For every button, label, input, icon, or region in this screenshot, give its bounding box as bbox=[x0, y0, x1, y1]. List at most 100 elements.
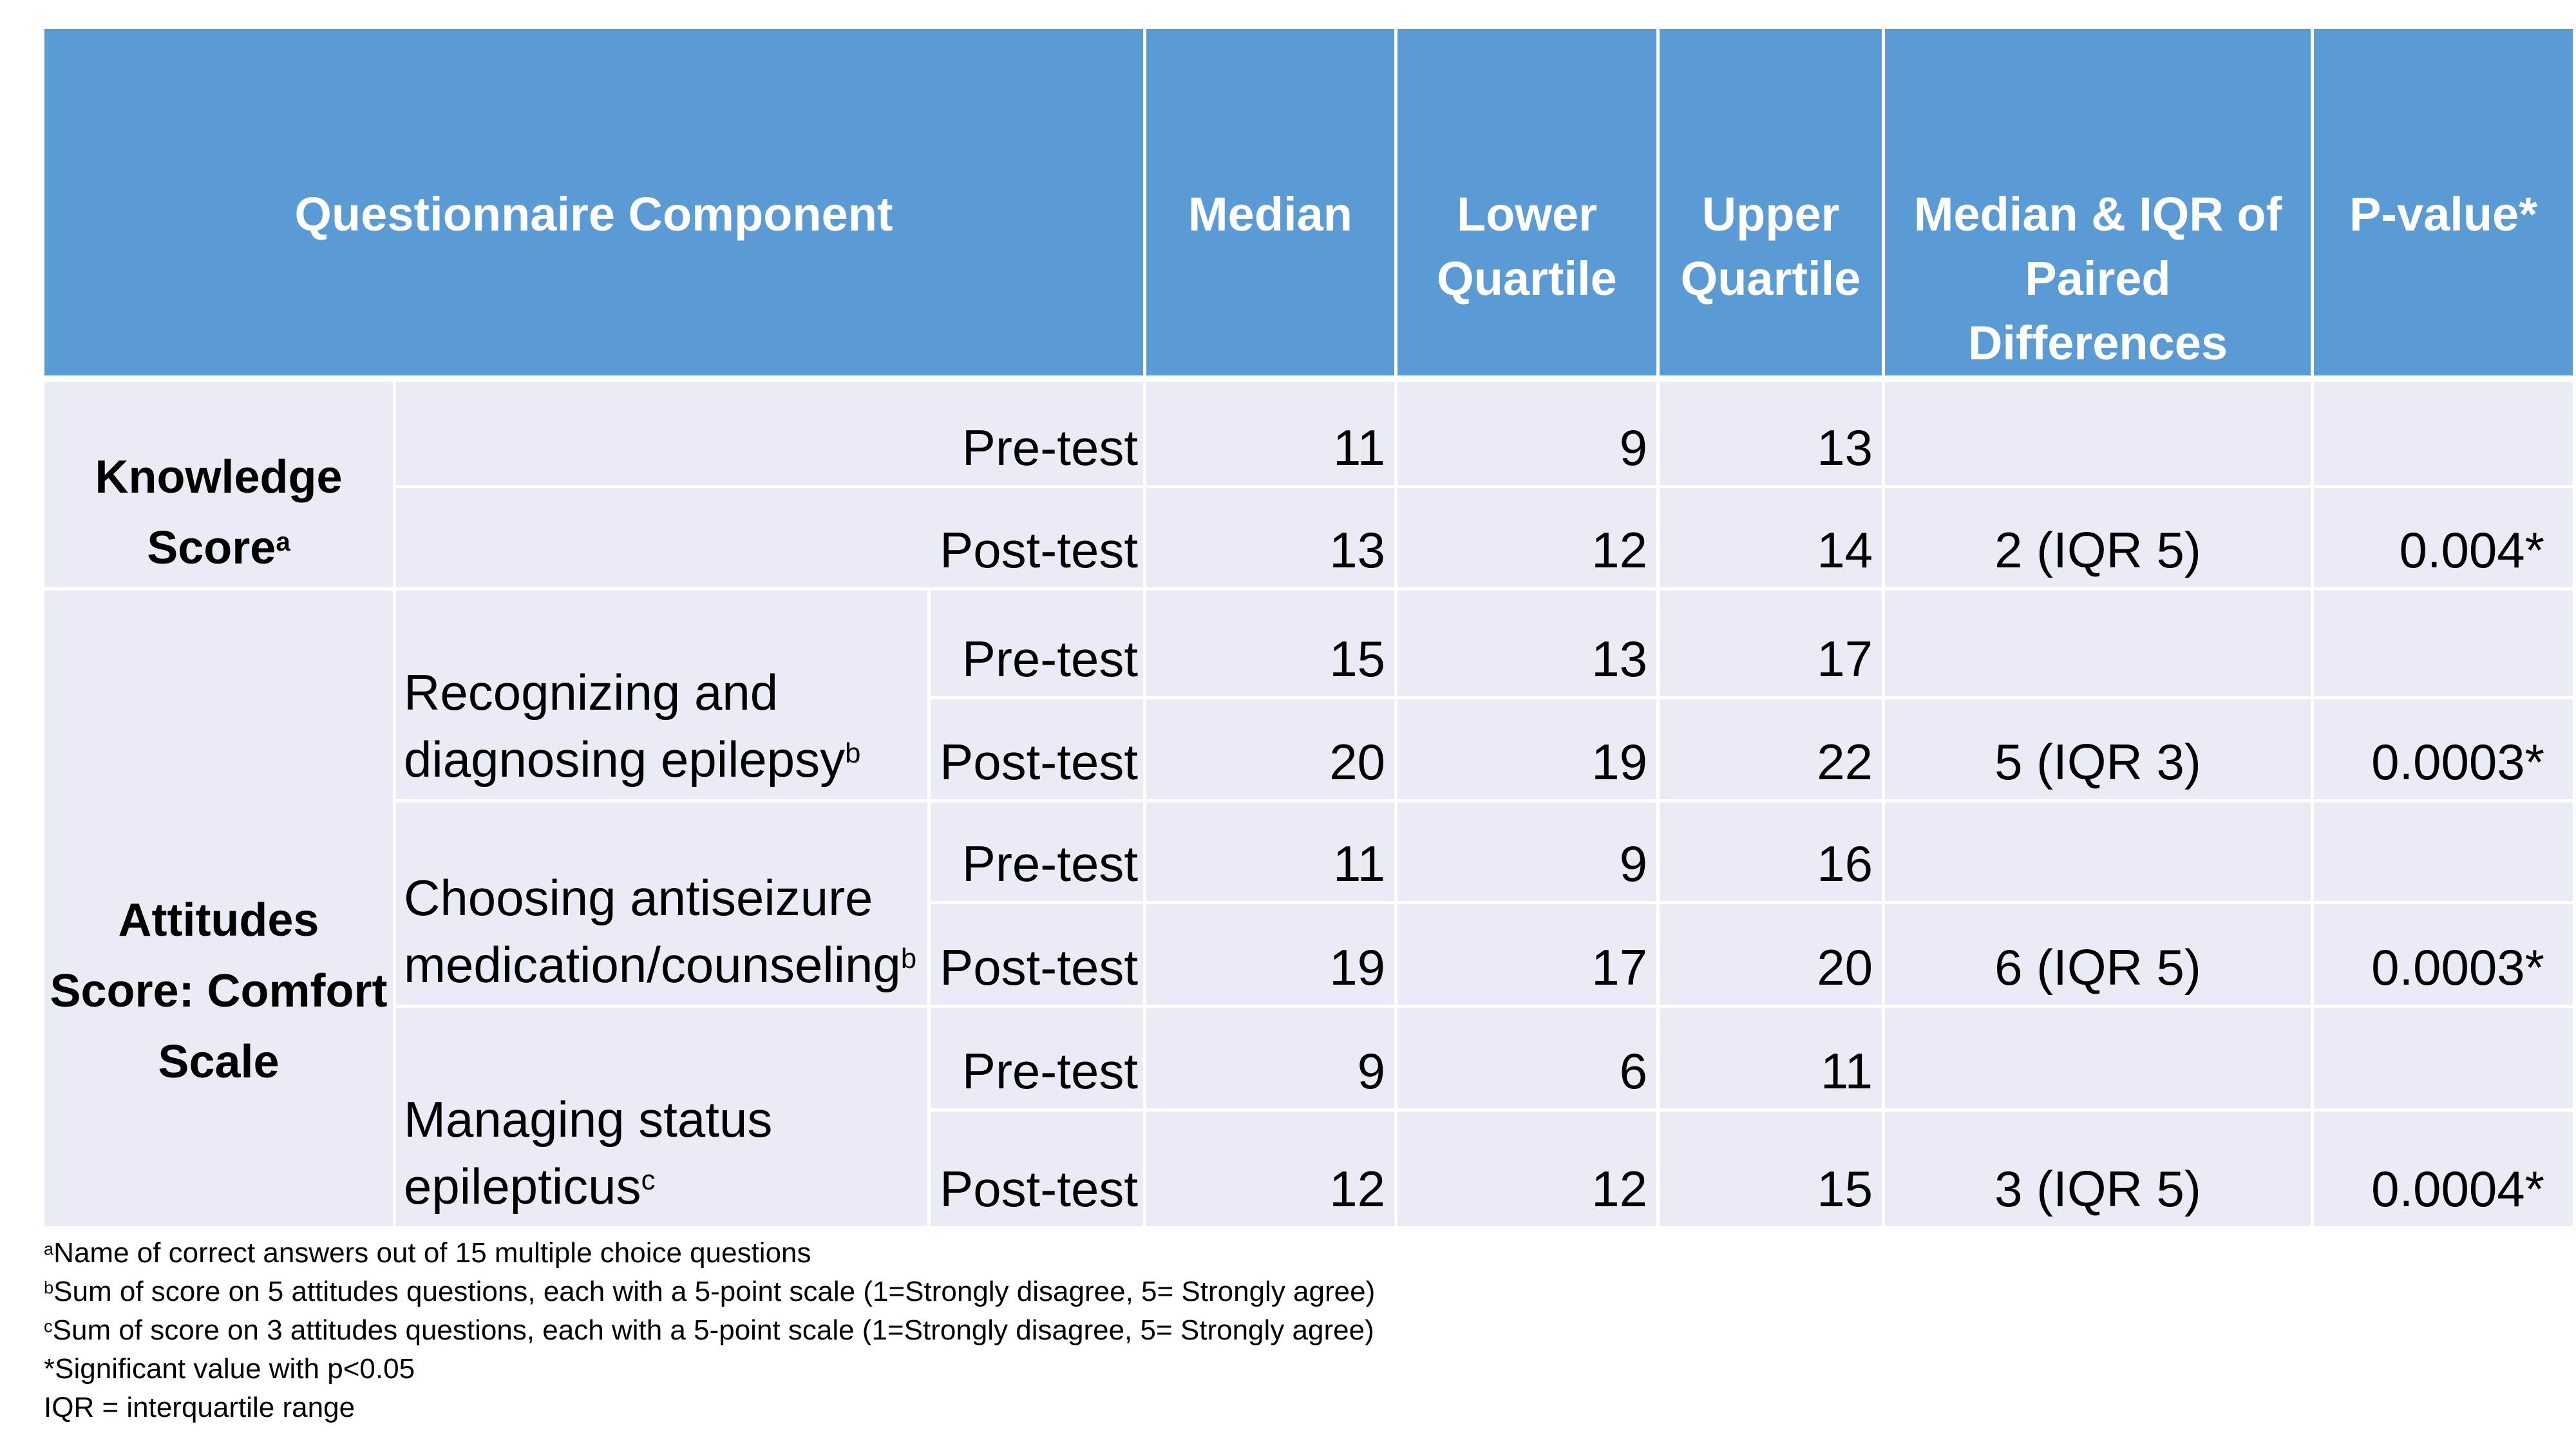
cell-knowledge-pre-pvalue bbox=[2311, 377, 2576, 488]
choosing-sup: b bbox=[900, 942, 917, 974]
group-cell-attitudes-score: Attitudes Score: Comfort Scale bbox=[41, 587, 396, 1229]
header-p-value: P-value* bbox=[2311, 26, 2576, 382]
header-upper-quartile-label: Upper Quartile bbox=[1680, 187, 1861, 305]
cell-managing-pre-upper: 11 bbox=[1656, 1004, 1885, 1112]
row-choosing-post: Post-test 19 17 20 6 (IQR 5) 0.0003* bbox=[43, 900, 2576, 1008]
knowledge-score-sup: a bbox=[276, 526, 290, 556]
cell-recognizing-post-pvalue: 0.0003* bbox=[2311, 696, 2576, 802]
managing-sup: c bbox=[641, 1164, 656, 1196]
sub-cell-choosing: Choosing antiseizure medication/counseli… bbox=[393, 799, 931, 1008]
cell-recognizing-pre-lower: 13 bbox=[1394, 587, 1660, 699]
recognizing-text: Recognizing and diagnosing epilepsy bbox=[404, 663, 846, 788]
sub-label-recognizing: Recognizing and diagnosing epilepsyb bbox=[404, 659, 923, 793]
row-choosing-pre: Choosing antiseizure medication/counseli… bbox=[43, 799, 2576, 1008]
cell-recognizing-pre-paired bbox=[1882, 587, 2314, 699]
cell-choosing-post-pvalue: 0.0003* bbox=[2311, 900, 2576, 1008]
sub-cell-recognizing: Recognizing and diagnosing epilepsyb bbox=[393, 587, 931, 802]
cell-recognizing-post-paired: 5 (IQR 3) bbox=[1882, 696, 2314, 802]
header-questionnaire-component-label: Questionnaire Component bbox=[294, 187, 893, 241]
cell-knowledge-post-pvalue: 0.004* bbox=[2311, 484, 2576, 591]
row-managing-post: Post-test 12 12 15 3 (IQR 5) 0.0004* bbox=[43, 1108, 2576, 1229]
header-upper-quartile: Upper Quartile bbox=[1656, 26, 1885, 382]
cell-managing-post-test: Post-test bbox=[927, 1108, 1146, 1229]
cell-managing-post-median: 12 bbox=[1143, 1108, 1397, 1229]
footnote-c: cSum of score on 3 attitudes questions, … bbox=[44, 1311, 1375, 1350]
group-label-knowledge-score: Knowledge Scorea bbox=[47, 442, 390, 583]
cell-choosing-post-test: Post-test bbox=[927, 900, 1146, 1008]
cell-managing-post-lower: 12 bbox=[1394, 1108, 1660, 1229]
cell-recognizing-post-upper: 22 bbox=[1656, 696, 1885, 802]
group-label-attitudes-score: Attitudes Score: Comfort Scale bbox=[47, 885, 390, 1097]
cell-choosing-pre-test: Pre-test bbox=[927, 799, 1146, 904]
footnote-significance-text: *Significant value with p<0.05 bbox=[44, 1353, 415, 1385]
group-cell-knowledge-score: Knowledge Scorea bbox=[41, 377, 396, 591]
recognizing-sup: b bbox=[845, 737, 861, 769]
header-questionnaire-component: Questionnaire Component bbox=[41, 26, 1146, 382]
cell-recognizing-post-median: 20 bbox=[1143, 696, 1397, 802]
sub-cell-managing: Managing status epilepticusc bbox=[393, 1004, 931, 1229]
cell-recognizing-pre-test: Pre-test bbox=[927, 587, 1146, 699]
cell-knowledge-pre-median: 11 bbox=[1143, 377, 1397, 488]
header-median: Median bbox=[1143, 26, 1397, 382]
cell-managing-pre-paired bbox=[1882, 1004, 2314, 1112]
cell-choosing-pre-pvalue bbox=[2311, 799, 2576, 904]
cell-managing-pre-median: 9 bbox=[1143, 1004, 1397, 1112]
cell-choosing-post-upper: 20 bbox=[1656, 900, 1885, 1008]
footnote-significance: *Significant value with p<0.05 bbox=[44, 1350, 1375, 1388]
row-recognizing-post: Post-test 20 19 22 5 (IQR 3) 0.0003* bbox=[43, 696, 2576, 802]
footnote-a-marker: a bbox=[44, 1238, 54, 1259]
cell-choosing-pre-median: 11 bbox=[1143, 799, 1397, 904]
header-paired-differences-label: Median & IQR of Paired Differences bbox=[1913, 187, 2282, 370]
cell-managing-pre-lower: 6 bbox=[1394, 1004, 1660, 1112]
cell-choosing-post-lower: 17 bbox=[1394, 900, 1660, 1008]
cell-managing-post-paired: 3 (IQR 5) bbox=[1882, 1108, 2314, 1229]
header-row: Questionnaire Component Median Lower Qua… bbox=[41, 26, 2576, 382]
footnote-b: bSum of score on 5 attitudes questions, … bbox=[44, 1273, 1375, 1311]
cell-recognizing-post-test: Post-test bbox=[927, 696, 1146, 802]
cell-choosing-post-median: 19 bbox=[1143, 900, 1397, 1008]
row-managing-pre: Managing status epilepticusc Pre-test 9 … bbox=[43, 1004, 2576, 1229]
cell-knowledge-pre-upper: 13 bbox=[1656, 377, 1885, 488]
cell-recognizing-pre-pvalue bbox=[2311, 587, 2576, 699]
attitudes-score-text: Attitudes Score: Comfort Scale bbox=[50, 894, 388, 1088]
cell-choosing-pre-paired bbox=[1882, 799, 2314, 904]
cell-managing-pre-pvalue bbox=[2311, 1004, 2576, 1112]
header-lower-quartile-label: Lower Quartile bbox=[1437, 187, 1617, 305]
cell-knowledge-pre-paired bbox=[1882, 377, 2314, 488]
header-p-value-label: P-value* bbox=[2349, 187, 2538, 241]
knowledge-score-text: Knowledge Score bbox=[95, 451, 343, 574]
results-table: Questionnaire Component Median Lower Qua… bbox=[41, 26, 2576, 1229]
header-lower-quartile: Lower Quartile bbox=[1394, 26, 1660, 382]
header-median-label: Median bbox=[1188, 187, 1352, 241]
footnote-a: aName of correct answers out of 15 multi… bbox=[44, 1234, 1375, 1273]
cell-choosing-post-paired: 6 (IQR 5) bbox=[1882, 900, 2314, 1008]
footnote-iqr-text: IQR = interquartile range bbox=[44, 1392, 355, 1423]
sub-label-managing: Managing status epilepticusc bbox=[404, 1086, 923, 1220]
cell-knowledge-pre-test: Pre-test bbox=[393, 377, 1146, 488]
footnote-b-text: Sum of score on 5 attitudes questions, e… bbox=[53, 1276, 1376, 1307]
cell-managing-post-upper: 15 bbox=[1656, 1108, 1885, 1229]
cell-choosing-pre-lower: 9 bbox=[1394, 799, 1660, 904]
sub-label-choosing: Choosing antiseizure medication/counseli… bbox=[404, 864, 923, 998]
footnote-a-text: Name of correct answers out of 15 multip… bbox=[53, 1237, 811, 1269]
row-knowledge-post: Post-test 13 12 14 2 (IQR 5) 0.004* bbox=[43, 484, 2576, 591]
choosing-text: Choosing antiseizure medication/counseli… bbox=[404, 869, 901, 993]
row-recognizing-pre: Attitudes Score: Comfort Scale Recognizi… bbox=[41, 587, 2576, 1229]
cell-knowledge-pre-lower: 9 bbox=[1394, 377, 1660, 488]
cell-knowledge-post-paired: 2 (IQR 5) bbox=[1882, 484, 2314, 591]
cell-managing-pre-test: Pre-test bbox=[927, 1004, 1146, 1112]
cell-recognizing-pre-upper: 17 bbox=[1656, 587, 1885, 699]
row-knowledge-pre: Knowledge Scorea Pre-test 11 9 13 bbox=[41, 377, 2576, 591]
cell-recognizing-pre-median: 15 bbox=[1143, 587, 1397, 699]
managing-text: Managing status epilepticus bbox=[404, 1090, 773, 1215]
cell-knowledge-post-upper: 14 bbox=[1656, 484, 1885, 591]
cell-knowledge-post-median: 13 bbox=[1143, 484, 1397, 591]
footnote-b-marker: b bbox=[44, 1277, 54, 1298]
header-paired-differences: Median & IQR of Paired Differences bbox=[1882, 26, 2314, 382]
cell-knowledge-post-lower: 12 bbox=[1394, 484, 1660, 591]
cell-knowledge-post-test: Post-test bbox=[393, 484, 1146, 591]
footnote-c-text: Sum of score on 3 attitudes questions, e… bbox=[52, 1314, 1374, 1346]
footnote-iqr: IQR = interquartile range bbox=[44, 1388, 1375, 1427]
footnotes: aName of correct answers out of 15 multi… bbox=[44, 1234, 1375, 1427]
footnote-c-marker: c bbox=[44, 1316, 53, 1336]
